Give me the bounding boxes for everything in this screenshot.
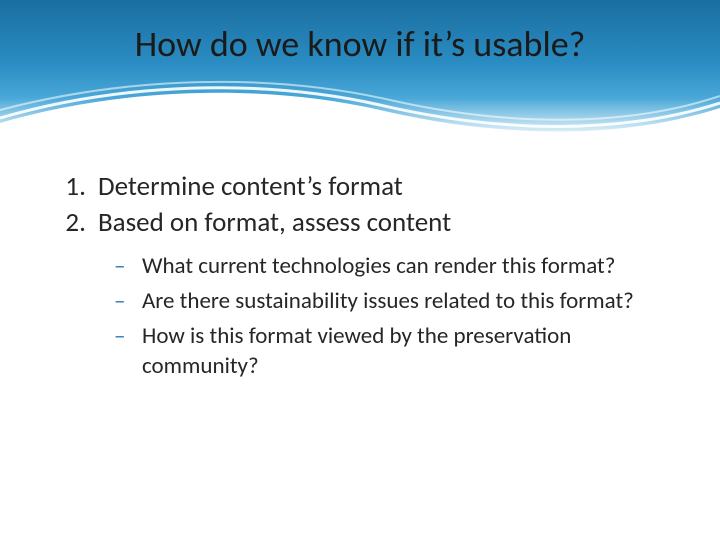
- header-wave-icon: [0, 68, 720, 158]
- list-item: What current technologies can render thi…: [114, 252, 668, 281]
- list-item: Are there sustainability issues related …: [114, 287, 668, 316]
- slide: How do we know if it’s usable? Determine…: [0, 0, 720, 540]
- sub-dash-list: What current technologies can render thi…: [58, 252, 668, 382]
- list-item: Determine content’s format: [92, 170, 668, 204]
- list-item: How is this format viewed by the preserv…: [114, 322, 668, 381]
- main-numbered-list: Determine content’s format Based on form…: [58, 170, 668, 240]
- slide-title: How do we know if it’s usable?: [0, 22, 720, 66]
- list-item: Based on format, assess content: [92, 206, 668, 240]
- slide-body: Determine content’s format Based on form…: [58, 170, 668, 387]
